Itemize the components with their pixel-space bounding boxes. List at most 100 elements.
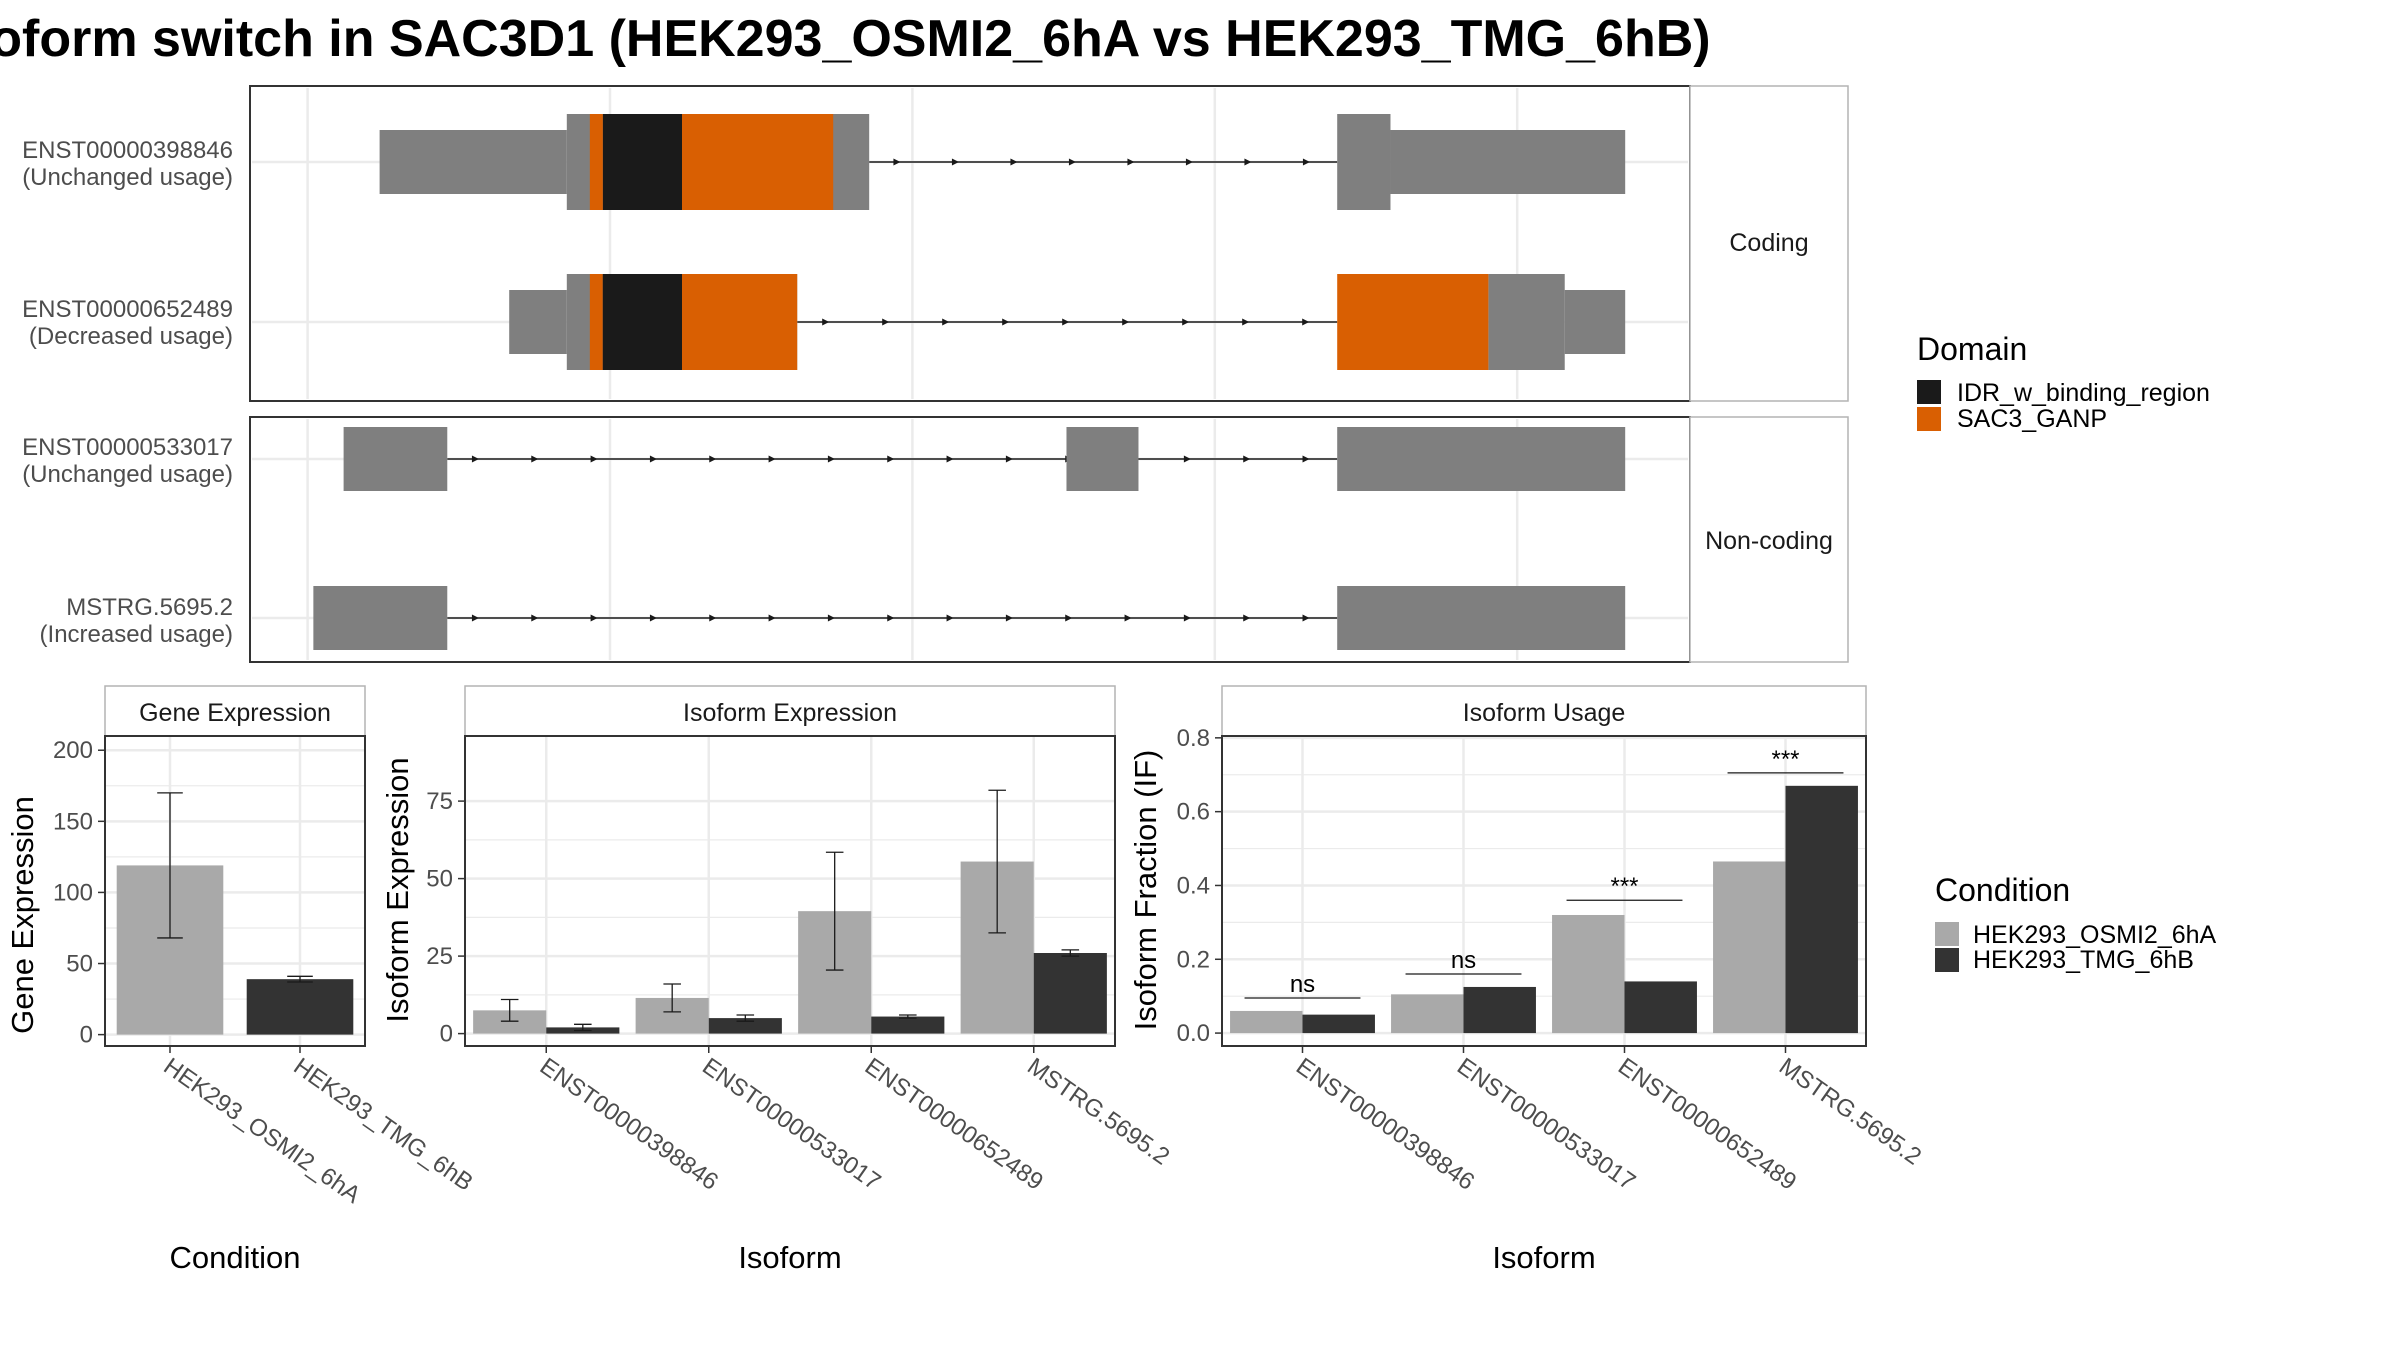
facet-strip-coding — [1689, 85, 1849, 402]
y-axis-title: Isoform Expression — [380, 757, 415, 1022]
x-axis-title: Isoform — [1492, 1240, 1595, 1275]
cds-exon — [1337, 114, 1391, 210]
bar — [473, 1010, 547, 1034]
legend-label-condition-b: HEK293_TMG_6hB — [1973, 946, 2194, 974]
strip-gene-expression — [104, 685, 366, 737]
intron-arrow — [768, 614, 776, 622]
y-tick-label: 0.2 — [1177, 946, 1210, 973]
facet-strip-noncoding — [1689, 416, 1849, 663]
y-tick-label: 0 — [80, 1022, 93, 1049]
domain-legend-title: Domain — [1917, 331, 2027, 367]
intron-arrow — [709, 614, 717, 622]
isoform-label-usage: (Decreased usage) — [29, 323, 233, 350]
intron-arrow — [1302, 158, 1310, 166]
legend-label-sac3: SAC3_GANP — [1957, 405, 2107, 433]
domain-idr-block — [602, 114, 682, 210]
intron-arrow — [1302, 318, 1310, 326]
utr-exon — [1390, 130, 1626, 194]
isoform-label-id: ENST00000652489 — [22, 296, 233, 323]
intron-arrow — [882, 318, 890, 326]
structure-facet-coding: Coding — [249, 85, 1849, 402]
x-tick-label: ENST00000533017 — [697, 1053, 885, 1196]
figure-title: The isoform switch in SAC3D1 (HEK293_OSM… — [0, 10, 1711, 68]
significance-label: *** — [1610, 873, 1638, 900]
panel-isoform-expression: Isoform Expression 0 25 50 75 ENST0000039884… — [380, 685, 1174, 1275]
isoform-label-id: MSTRG.5695.2 — [66, 594, 233, 621]
intron-arrow — [1183, 614, 1191, 622]
facet-label-coding: Coding — [1729, 229, 1808, 257]
bar — [1785, 785, 1858, 1034]
intron-arrow — [1010, 158, 1018, 166]
y-axis-title: Isoform Fraction (IF) — [1128, 750, 1163, 1031]
bar — [708, 1018, 782, 1034]
intron-arrow — [1065, 614, 1073, 622]
condition-legend: Condition HEK293_OSMI2_6hA HEK293_TMG_6h… — [1935, 872, 2217, 974]
utr-exon — [1337, 427, 1626, 491]
y-tick-label: 150 — [53, 808, 93, 835]
strip-label-isoform-usage: Isoform Usage — [1463, 699, 1626, 727]
legend-swatch-idr — [1917, 380, 1941, 404]
strip-isoform-usage — [1221, 685, 1867, 737]
intron-arrow — [893, 158, 901, 166]
isoform-expression-plot: 0 25 50 75 ENST00000398846ENST00000533017ENS… — [426, 735, 1174, 1196]
domain-sac3-block — [1337, 274, 1489, 370]
intron-arrow — [1068, 158, 1076, 166]
isoform-label-usage: (Increased usage) — [40, 621, 233, 648]
intron-arrow — [1005, 614, 1013, 622]
intron-arrow — [709, 455, 717, 463]
isoform-label-usage: (Unchanged usage) — [22, 164, 233, 191]
domain-sac3-block — [682, 114, 834, 210]
legend-label-condition-a: HEK293_OSMI2_6hA — [1973, 921, 2217, 949]
intron-arrow — [649, 614, 657, 622]
structure-tracks-coding — [379, 114, 1626, 370]
intron-arrow — [951, 158, 959, 166]
bar — [1463, 986, 1536, 1034]
intron-arrow — [1242, 318, 1250, 326]
x-tick-label: ENST00000652489 — [860, 1053, 1048, 1196]
facet-label-noncoding: Non-coding — [1705, 527, 1833, 555]
bar — [1713, 861, 1786, 1034]
y-tick-label: 200 — [53, 737, 93, 764]
y-tick-label: 50 — [66, 951, 93, 978]
intron-arrow — [1302, 455, 1310, 463]
structure-facet-noncoding: Non-coding — [249, 416, 1849, 663]
intron-arrow — [887, 614, 895, 622]
panel-isoform-usage: Isoform Usage ns ns *** *** 0.0 0.2 0.4 0.6 0.8 E… — [1128, 685, 1926, 1275]
intron-arrow — [1122, 318, 1130, 326]
y-tick-label: 25 — [426, 943, 453, 970]
bar — [1391, 994, 1464, 1034]
intron-arrow — [887, 455, 895, 463]
y-tick-label: 100 — [53, 879, 93, 906]
structure-tracks-noncoding — [313, 427, 1626, 650]
utr-exon — [379, 130, 567, 194]
x-axis-title: Isoform — [738, 1240, 841, 1275]
domain-sac3-block — [589, 274, 603, 370]
y-tick-label: 0.8 — [1177, 725, 1210, 752]
significance-label: ns — [1451, 947, 1476, 974]
intron-arrow — [1244, 158, 1252, 166]
intron-arrow — [946, 455, 954, 463]
utr-exon — [1337, 586, 1626, 650]
intron-arrow — [827, 455, 835, 463]
significance-label: ns — [1290, 971, 1315, 998]
intron-arrow — [1302, 614, 1310, 622]
intron-arrow — [649, 455, 657, 463]
x-tick-label: MSTRG.5695.2 — [1774, 1053, 1926, 1171]
domain-idr-block — [602, 274, 682, 370]
utr-exon — [313, 586, 448, 650]
utr-exon — [343, 427, 448, 491]
intron-arrow — [1182, 318, 1190, 326]
domain-legend: Domain IDR_w_binding_region SAC3_GANP — [1917, 331, 2210, 433]
legend-label-idr: IDR_w_binding_region — [1957, 379, 2210, 407]
intron-arrow — [946, 614, 954, 622]
y-tick-label: 75 — [426, 788, 453, 815]
x-axis-title: Condition — [170, 1240, 301, 1275]
intron-arrow — [1183, 455, 1191, 463]
panel-border — [104, 735, 366, 1047]
x-tick-label: ENST00000533017 — [1452, 1053, 1640, 1196]
domain-sac3-block — [589, 114, 603, 210]
y-tick-label: 0.0 — [1177, 1020, 1210, 1047]
intron-arrow — [531, 614, 539, 622]
isoform-label-id: ENST00000398846 — [22, 137, 233, 164]
